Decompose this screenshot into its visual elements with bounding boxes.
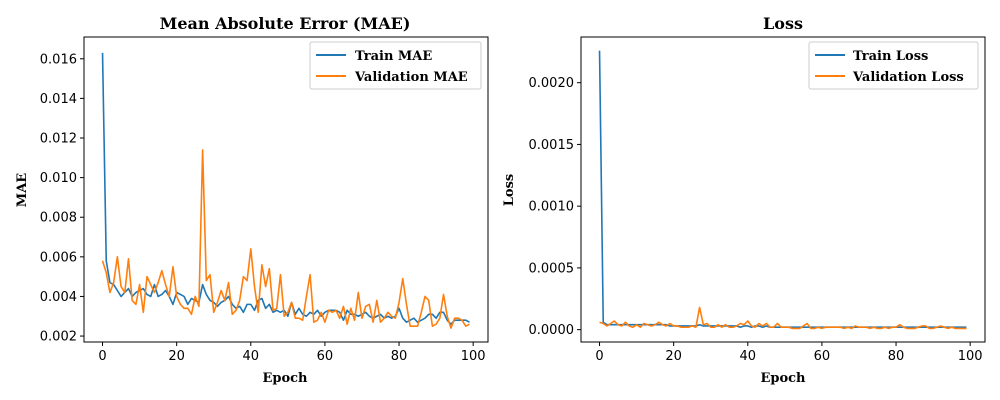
mae-y-tick-label: 0.006 — [40, 250, 77, 265]
loss-x-axis-label: Epoch — [760, 371, 806, 386]
loss-y-tick-label: 0.0005 — [529, 261, 575, 276]
mae-x-tick-label: 20 — [168, 349, 185, 364]
mae-x-tick-label: 80 — [391, 349, 408, 364]
loss-y-axis-label: Loss — [502, 174, 517, 206]
loss-x-tick-label: 0 — [595, 349, 603, 364]
mae-y-tick-label: 0.004 — [40, 290, 77, 305]
loss-chart: Loss Epoch Loss 0 20 40 60 80 100 0.0000 0.0005… — [502, 14, 986, 386]
mae-y-tick-label: 0.014 — [40, 92, 77, 107]
loss-ticks: 0 20 40 60 80 100 0.0000 0.0005 0.0010 0.0015 0.00… — [529, 76, 983, 364]
loss-x-tick-label: 80 — [888, 349, 905, 364]
loss-y-tick-label: 0.0020 — [529, 76, 575, 91]
mae-y-tick-label: 0.008 — [40, 211, 77, 226]
loss-x-tick-label: 100 — [958, 349, 983, 364]
loss-x-tick-label: 60 — [814, 349, 831, 364]
loss-x-tick-label: 20 — [665, 349, 682, 364]
mae-x-tick-label: 100 — [461, 349, 486, 364]
mae-x-tick-label: 60 — [317, 349, 334, 364]
loss-plot-frame — [580, 36, 986, 343]
mae-chart-title: Mean Absolute Error (MAE) — [160, 14, 411, 33]
mae-chart: Mean Absolute Error (MAE) Epoch MAE 0 20 4… — [15, 14, 489, 386]
mae-y-tick-label: 0.002 — [40, 330, 77, 345]
loss-lines — [598, 50, 967, 330]
mae-plot-frame — [83, 36, 489, 343]
mae-x-tick-label: 40 — [243, 349, 260, 364]
loss-chart-title: Loss — [763, 14, 803, 33]
loss-y-tick-label: 0.0010 — [529, 200, 575, 215]
loss-y-tick-label: 0.0015 — [529, 138, 575, 153]
mae-ticks: 0 20 40 60 80 100 0.002 0.004 0.006 0.008 0.010 0.0… — [40, 52, 486, 364]
loss-validation-line — [599, 306, 967, 330]
loss-x-tick-label: 40 — [740, 349, 757, 364]
mae-legend: Train MAE Validation MAE — [309, 41, 482, 90]
mae-legend-train-label: Train MAE — [355, 49, 432, 64]
mae-y-axis-label: MAE — [15, 173, 30, 207]
loss-y-tick-label: 0.0000 — [529, 323, 575, 338]
mae-legend-validation-label: Validation MAE — [354, 70, 468, 85]
mae-lines — [101, 52, 470, 329]
loss-legend-validation-label: Validation Loss — [852, 70, 964, 85]
loss-legend-train-label: Train Loss — [853, 49, 928, 64]
mae-y-tick-label: 0.012 — [40, 132, 77, 147]
mae-x-tick-label: 0 — [98, 349, 106, 364]
mae-y-tick-label: 0.010 — [40, 171, 77, 186]
mae-legend-box — [309, 41, 482, 90]
mae-x-axis-label: Epoch — [262, 371, 308, 386]
mae-y-tick-label: 0.016 — [40, 52, 77, 67]
mae-validation-line — [101, 149, 470, 329]
loss-legend-box — [808, 41, 979, 90]
loss-legend: Train Loss Validation Loss — [808, 41, 979, 90]
loss-train-line — [598, 50, 967, 328]
